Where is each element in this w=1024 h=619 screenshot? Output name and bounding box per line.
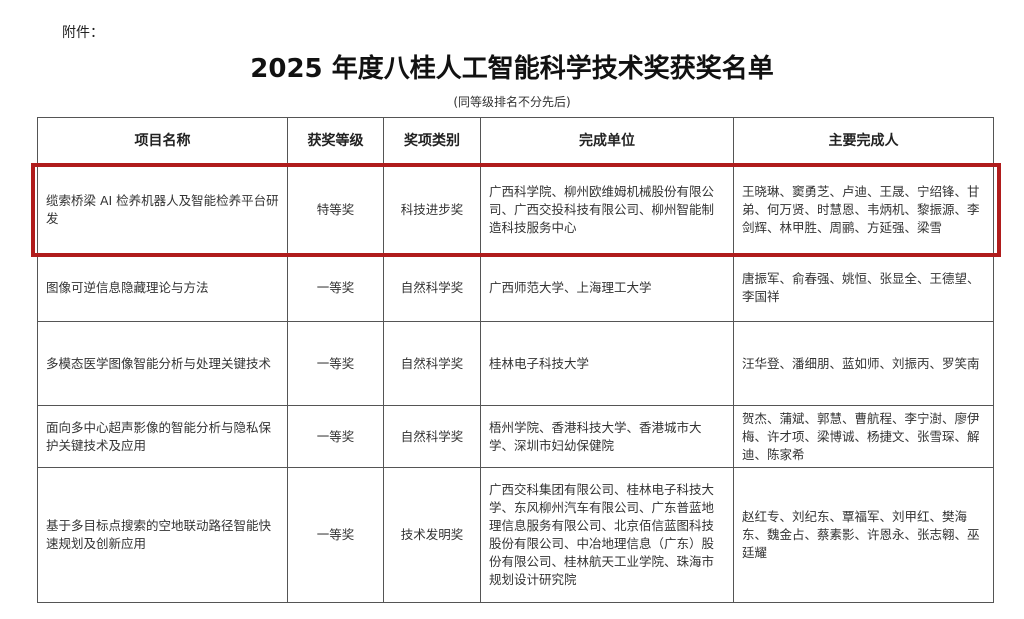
award-table: 项目名称 获奖等级 奖项类别 完成单位 主要完成人 缆索桥梁 AI 检养机器人及… bbox=[37, 117, 994, 603]
header-category: 奖项类别 bbox=[383, 117, 481, 165]
header-project: 项目名称 bbox=[37, 117, 288, 165]
project-name: 多模态医学图像智能分析与处理关键技术 bbox=[37, 321, 288, 406]
award-category: 自然科学奖 bbox=[383, 321, 481, 406]
page-subtitle: (同等级排名不分先后) bbox=[453, 95, 571, 109]
table-row: 图像可逆信息隐藏理论与方法 一等奖 自然科学奖 广西师范大学、上海理工大学 唐振… bbox=[37, 254, 994, 322]
header-people: 主要完成人 bbox=[733, 117, 994, 165]
completing-units: 广西科学院、柳州欧维姆机械股份有限公司、广西交投科技有限公司、柳州智能制造科技服… bbox=[480, 164, 734, 255]
header-units: 完成单位 bbox=[480, 117, 734, 165]
award-level: 一等奖 bbox=[287, 254, 384, 322]
attachment-label: 附件： bbox=[62, 25, 104, 41]
header-level: 获奖等级 bbox=[287, 117, 384, 165]
award-level: 一等奖 bbox=[287, 321, 384, 406]
award-category: 自然科学奖 bbox=[383, 405, 481, 468]
table-row: 缆索桥梁 AI 检养机器人及智能检养平台研发 特等奖 科技进步奖 广西科学院、柳… bbox=[37, 164, 994, 255]
award-level: 特等奖 bbox=[287, 164, 384, 255]
table-row: 面向多中心超声影像的智能分析与隐私保护关键技术及应用 一等奖 自然科学奖 梧州学… bbox=[37, 405, 994, 468]
main-contributors: 赵红专、刘纪东、覃福军、刘甲红、樊海东、魏金占、蔡素影、许恩永、张志翱、巫廷耀 bbox=[733, 467, 994, 603]
award-category: 科技进步奖 bbox=[383, 164, 481, 255]
award-level: 一等奖 bbox=[287, 405, 384, 468]
main-contributors: 王晓琳、窦勇芝、卢迪、王晟、宁绍锋、甘弟、何万贤、时慧恩、韦炳机、黎振源、李剑辉… bbox=[733, 164, 994, 255]
table-row: 基于多目标点搜索的空地联动路径智能快速规划及创新应用 一等奖 技术发明奖 广西交… bbox=[37, 467, 994, 603]
project-name: 图像可逆信息隐藏理论与方法 bbox=[37, 254, 288, 322]
project-name: 面向多中心超声影像的智能分析与隐私保护关键技术及应用 bbox=[37, 405, 288, 468]
main-contributors: 汪华登、潘细朋、蓝如师、刘振丙、罗笑南 bbox=[733, 321, 994, 406]
award-category: 技术发明奖 bbox=[383, 467, 481, 603]
table-row: 多模态医学图像智能分析与处理关键技术 一等奖 自然科学奖 桂林电子科技大学 汪华… bbox=[37, 321, 994, 406]
completing-units: 广西师范大学、上海理工大学 bbox=[480, 254, 734, 322]
main-contributors: 贺杰、蒲斌、郭慧、曹航程、李宁澍、廖伊梅、许才项、梁博诚、杨捷文、张雪琛、解迪、… bbox=[733, 405, 994, 468]
award-level: 一等奖 bbox=[287, 467, 384, 603]
completing-units: 梧州学院、香港科技大学、香港城市大学、深圳市妇幼保健院 bbox=[480, 405, 734, 468]
table-header-row: 项目名称 获奖等级 奖项类别 完成单位 主要完成人 bbox=[37, 117, 994, 165]
page-title: 2025 年度八桂人工智能科学技术奖获奖名单 bbox=[250, 54, 774, 84]
project-name: 缆索桥梁 AI 检养机器人及智能检养平台研发 bbox=[37, 164, 288, 255]
project-name: 基于多目标点搜索的空地联动路径智能快速规划及创新应用 bbox=[37, 467, 288, 603]
completing-units: 广西交科集团有限公司、桂林电子科技大学、东风柳州汽车有限公司、广东普蓝地理信息服… bbox=[480, 467, 734, 603]
completing-units: 桂林电子科技大学 bbox=[480, 321, 734, 406]
award-category: 自然科学奖 bbox=[383, 254, 481, 322]
main-contributors: 唐振军、俞春强、姚恒、张显全、王德望、李国祥 bbox=[733, 254, 994, 322]
